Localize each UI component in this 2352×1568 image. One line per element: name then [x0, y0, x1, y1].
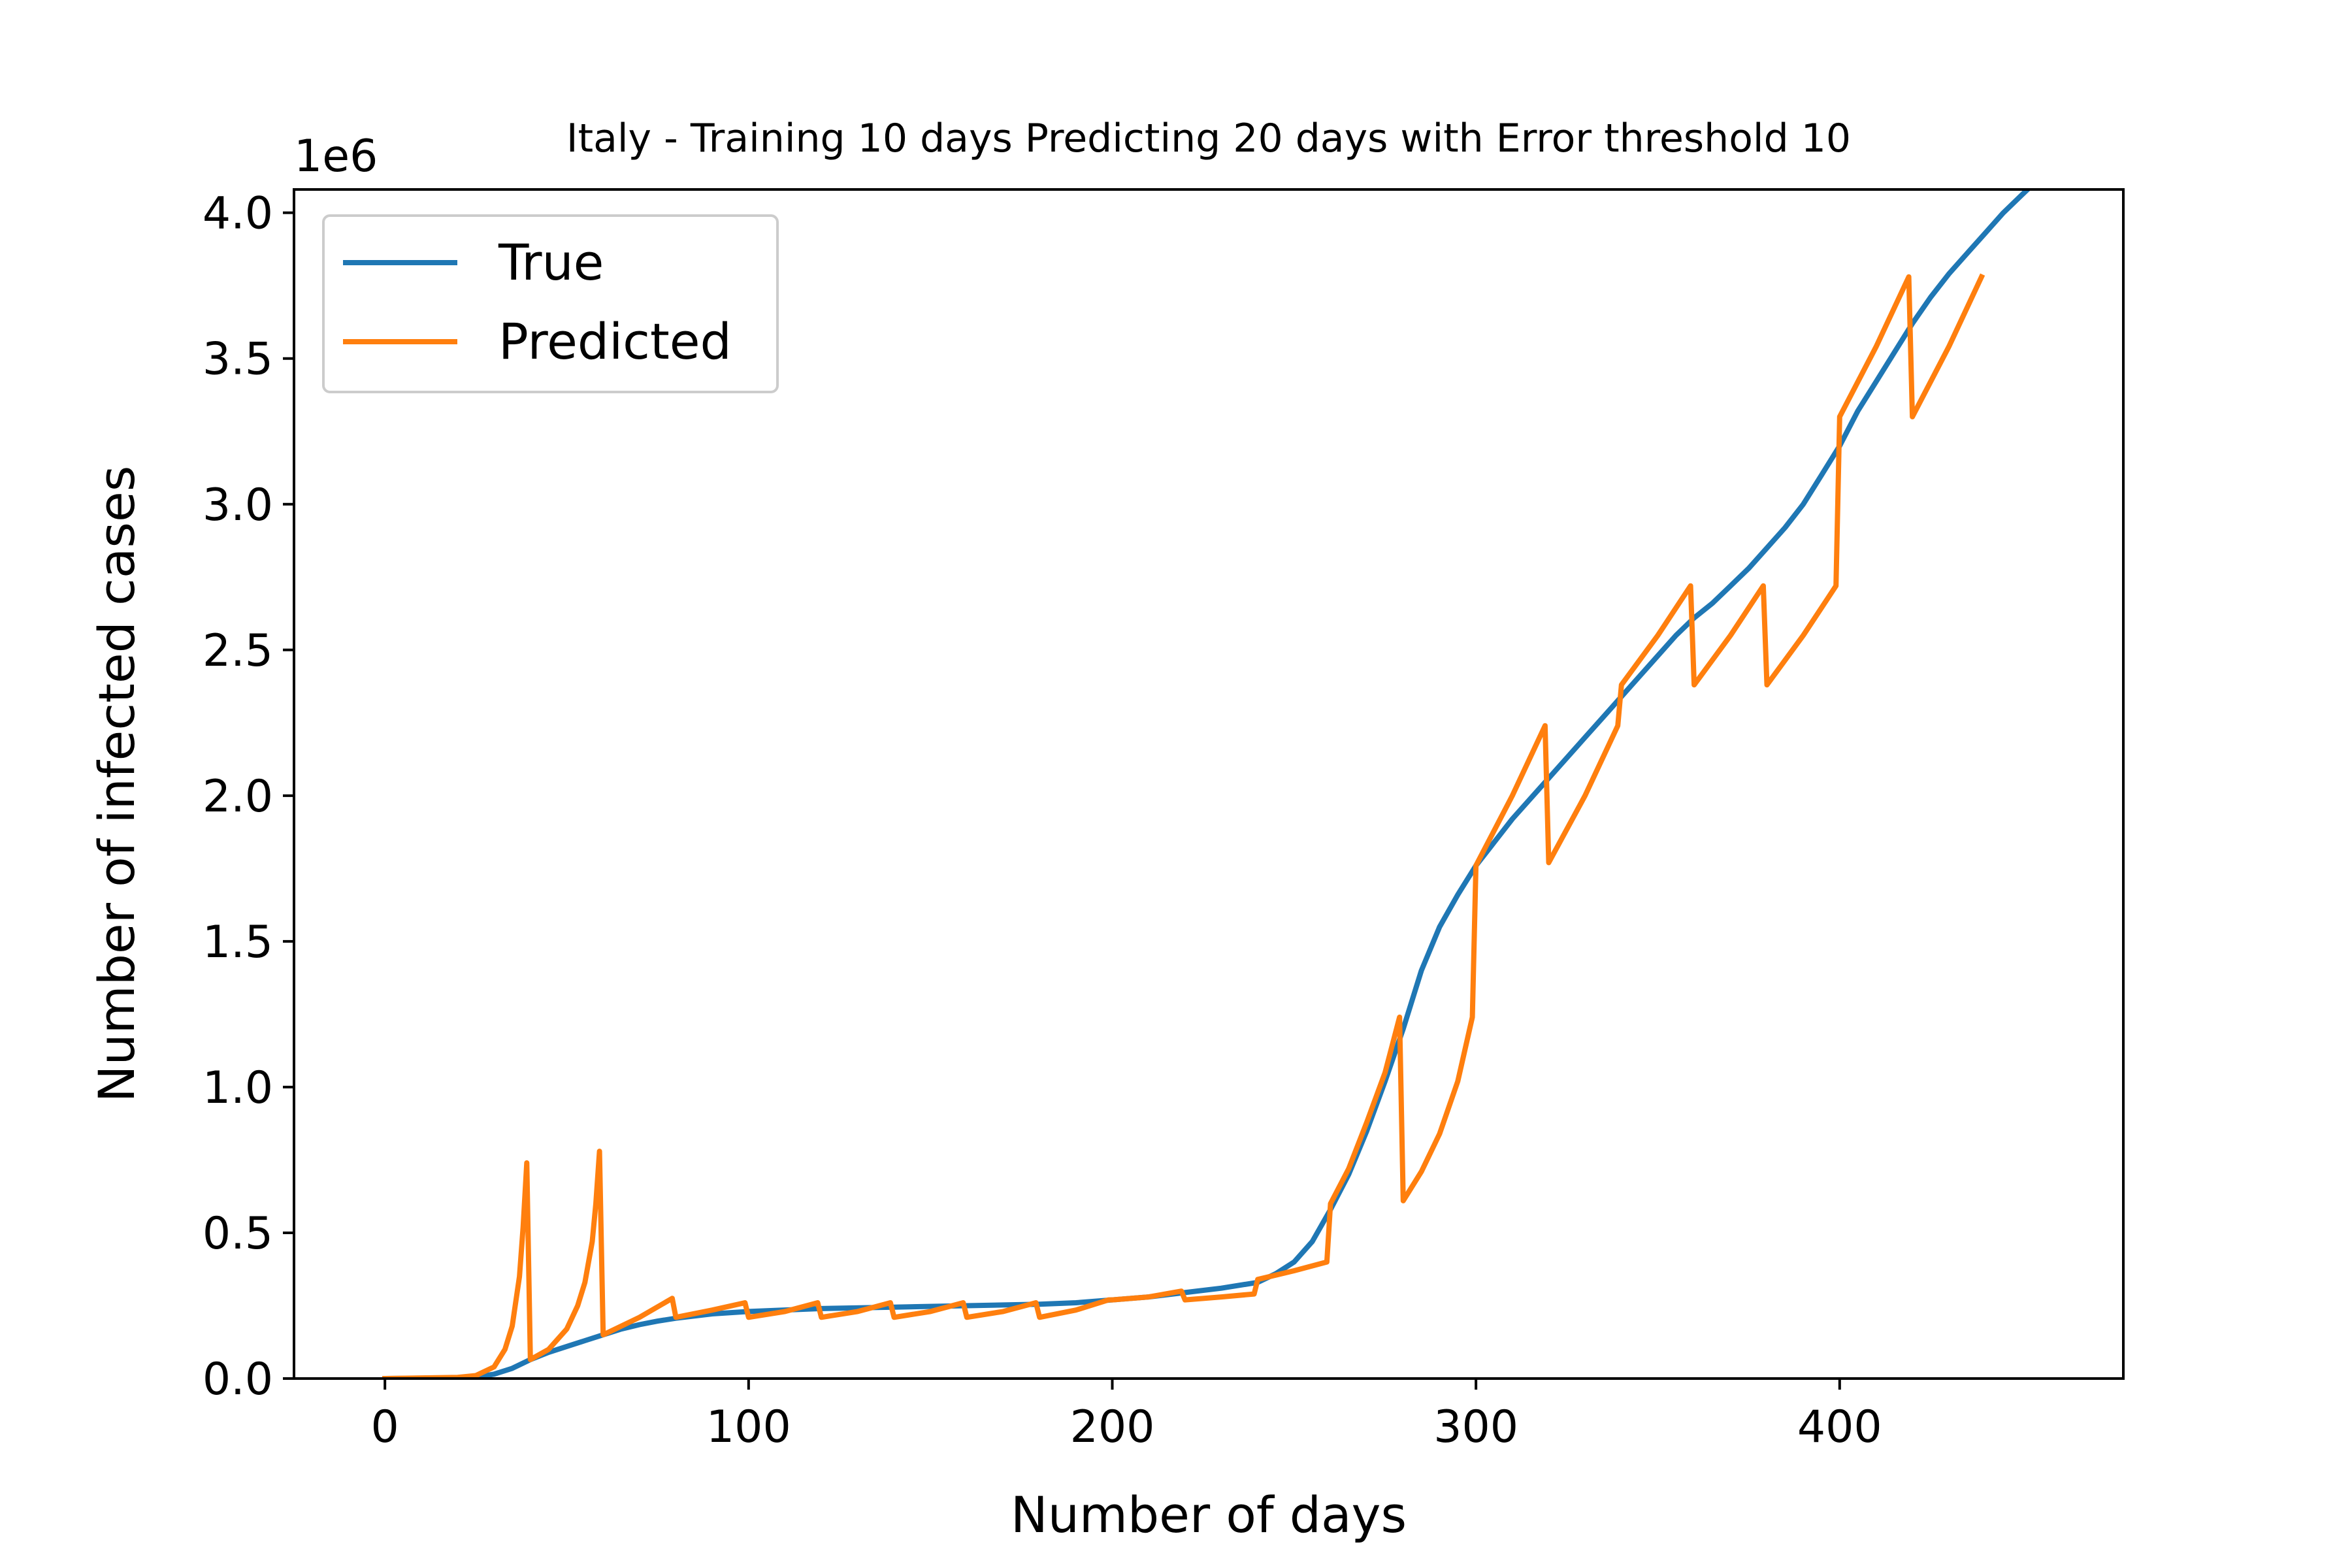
- y-offset-label: 1e6: [294, 131, 378, 182]
- y-tick-label: 3.0: [203, 480, 273, 531]
- plot-frame: [293, 188, 2125, 1380]
- y-axis-label: Number of infected cases: [88, 466, 146, 1103]
- series-layer: [382, 189, 2032, 1379]
- x-tick-label: 0: [371, 1401, 399, 1453]
- legend-box: [322, 214, 779, 393]
- legend-label-predicted: Predicted: [498, 312, 732, 370]
- x-axis: 0 100 200 300 400: [371, 1379, 1882, 1453]
- y-tick-label: 0.0: [203, 1354, 273, 1405]
- y-tick-label: 2.0: [203, 771, 273, 823]
- y-tick-label: 0.5: [203, 1208, 273, 1260]
- x-tick-label: 400: [1797, 1401, 1882, 1453]
- y-tick-label: 1.0: [203, 1062, 273, 1114]
- series-line-true: [382, 189, 2032, 1379]
- x-tick-label: 300: [1433, 1401, 1518, 1453]
- y-tick-label: 3.5: [203, 334, 273, 385]
- chart-title: Italy - Training 10 days Predicting 20 d…: [566, 116, 1851, 161]
- x-axis-label: Number of days: [1011, 1486, 1407, 1544]
- series-line-predicted: [382, 273, 1985, 1379]
- x-tick-label: 200: [1070, 1401, 1155, 1453]
- y-tick-label: 1.5: [203, 917, 273, 968]
- y-tick-label: 2.5: [203, 625, 273, 677]
- y-tick-label: 4.0: [203, 188, 273, 240]
- legend: True Predicted: [322, 214, 779, 393]
- legend-label-true: True: [498, 233, 604, 291]
- y-axis: 0.0 0.5 1.0 1.5 2.0 2.5 3.0 3.5 4.0: [203, 188, 294, 1405]
- x-tick-label: 100: [706, 1401, 791, 1453]
